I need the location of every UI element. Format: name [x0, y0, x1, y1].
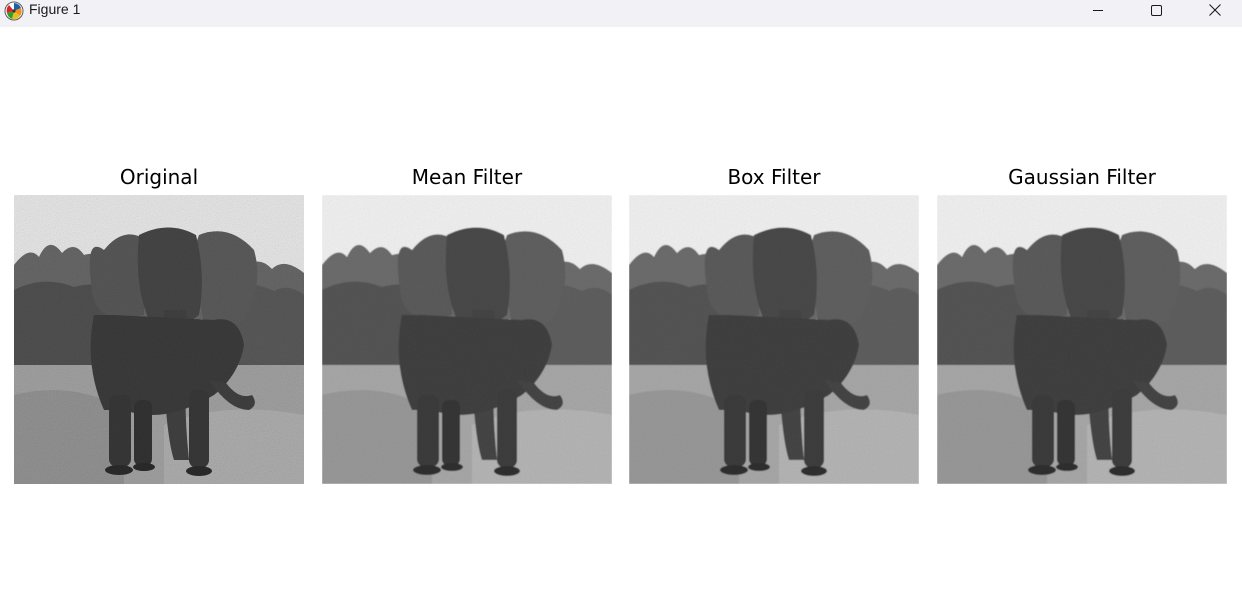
subplot-title-mean-filter: Mean Filter — [411, 165, 523, 189]
subplot-title-original: Original — [119, 165, 199, 189]
subplot-title-gaussian-filter: Gaussian Filter — [1008, 165, 1156, 189]
subplot-image-box-filter — [629, 195, 919, 484]
figure-canvas: Original — [0, 27, 1242, 607]
subplot-image-gaussian-filter — [937, 195, 1227, 484]
subplot-image-original — [14, 195, 304, 484]
subplot-image-mean-filter — [322, 195, 612, 484]
subplot-title-box-filter: Box Filter — [727, 165, 821, 189]
window-title: Figure 1 — [29, 1, 81, 17]
title-bar[interactable]: Figure 1 — [0, 0, 1242, 27]
minimize-icon — [1093, 10, 1103, 11]
minimize-button[interactable] — [1075, 0, 1121, 20]
matplotlib-logo-icon — [4, 1, 24, 21]
maximize-icon — [1150, 4, 1162, 16]
close-button[interactable] — [1192, 0, 1238, 20]
close-icon — [1209, 4, 1221, 16]
maximize-button[interactable] — [1133, 0, 1179, 20]
